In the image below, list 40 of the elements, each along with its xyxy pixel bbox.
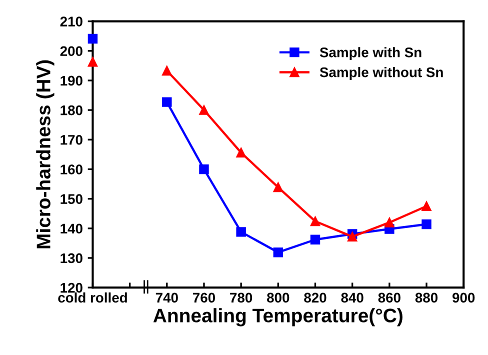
y-tick-label: 190 [60, 76, 82, 86]
point [310, 234, 320, 244]
y-axis-title: Micro-hardness (HV) [36, 60, 54, 248]
x-tick-label: 900 [452, 292, 475, 303]
y-tick-label: 150 [60, 194, 82, 204]
x-tick-label: 740 [156, 292, 178, 303]
x-tick-label: 840 [341, 292, 364, 303]
x-axis-title: Annealing Temperature(°C) [153, 308, 402, 326]
x-tick-label: cold rolled [58, 292, 127, 303]
y-tick-label: 130 [60, 253, 82, 264]
x-tick-label: 780 [230, 292, 252, 303]
legend-label: Sample with Sn [320, 47, 422, 60]
legend-label: Sample without Sn [320, 67, 443, 80]
point [162, 66, 172, 76]
point [88, 56, 98, 67]
x-tick-label: 800 [267, 292, 290, 303]
y-tick-label: 160 [60, 164, 82, 174]
y-tick-label: 200 [60, 46, 82, 56]
y-tick-label: 120 [60, 282, 82, 293]
x-tick-label: 820 [304, 292, 326, 303]
point [422, 219, 432, 230]
y-tick-label: 140 [60, 224, 82, 234]
point [199, 105, 209, 115]
point [384, 218, 394, 228]
y-tick-label: 180 [60, 105, 82, 116]
point [347, 232, 358, 242]
x-tick-label: 860 [378, 292, 400, 303]
y-tick-label: 210 [60, 16, 82, 26]
point [199, 164, 209, 174]
point [236, 148, 246, 158]
point [273, 182, 284, 192]
point [88, 34, 98, 44]
y-tick-label: 170 [60, 134, 82, 145]
x-tick-label: 880 [415, 292, 438, 303]
x-tick-label: 760 [192, 292, 215, 303]
point [422, 201, 432, 212]
point [273, 247, 284, 258]
point [236, 227, 246, 237]
point [310, 216, 320, 226]
point [162, 97, 172, 107]
